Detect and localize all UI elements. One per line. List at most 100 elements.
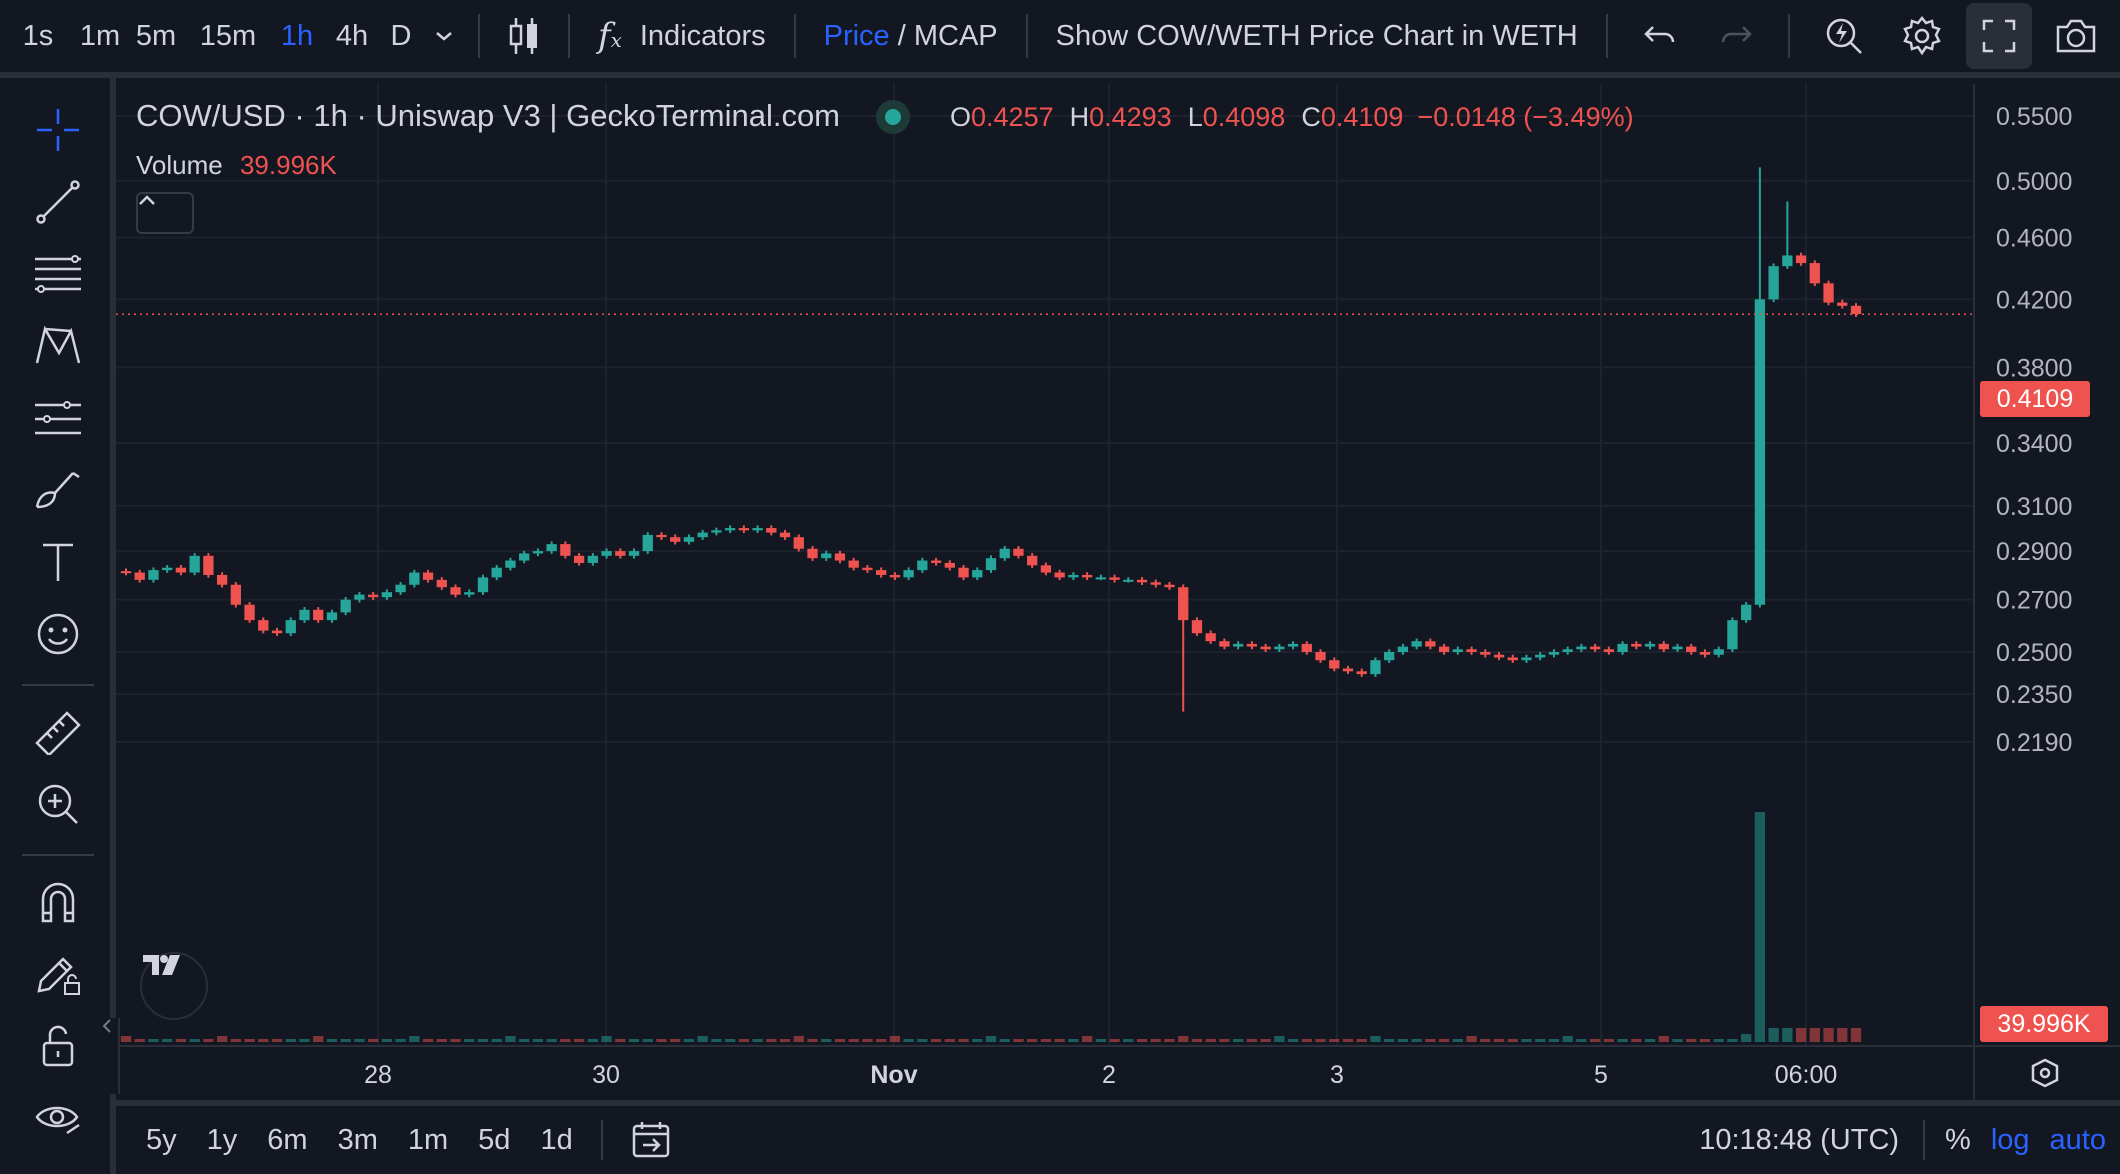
mcap-option[interactable]: MCAP — [913, 19, 998, 52]
zoom-in-icon[interactable] — [28, 774, 88, 834]
volume-bar — [505, 1036, 516, 1042]
volume-bar — [409, 1036, 420, 1042]
auto-scale-toggle[interactable]: auto — [2049, 1123, 2106, 1156]
candle-body — [1411, 641, 1422, 647]
interval-D[interactable]: D — [390, 19, 412, 52]
chart-canvas[interactable]: 0.5500 0.5000 0.4600 0.4200 0.3800 0.3400 0.31… — [116, 84, 2120, 1100]
candle-body — [1795, 255, 1807, 264]
volume-bar — [972, 1039, 983, 1042]
screenshot-camera-icon[interactable] — [2038, 0, 2114, 75]
candle-body — [162, 567, 173, 571]
candle-body — [656, 534, 667, 538]
goto-date-calendar-icon[interactable] — [631, 1120, 671, 1160]
tradingview-logo-icon[interactable] — [140, 952, 208, 1020]
indicators-button[interactable]: fx Indicators — [584, 0, 780, 75]
volume-bar — [1548, 1039, 1560, 1042]
interval-1m[interactable]: 1m — [79, 19, 121, 52]
axis-settings-icon[interactable] — [2030, 1058, 2066, 1094]
price-mcap-toggle[interactable]: Price / MCAP — [810, 0, 1012, 75]
volume-bar — [134, 1039, 145, 1042]
function-fx-icon: fx — [598, 16, 622, 56]
candle-body — [1823, 283, 1834, 303]
candle-body — [738, 528, 750, 531]
utc-clock[interactable]: 10:18:48 (UTC) — [1699, 1123, 1900, 1156]
candle-body — [834, 553, 846, 561]
candlestick-chart-type-icon[interactable] — [494, 0, 554, 75]
price-axis-label: 0.2500 — [1996, 639, 2072, 667]
volume-bar — [299, 1039, 310, 1042]
candle-body — [505, 560, 516, 568]
symbol-title[interactable]: COW/USD · 1h · Uniswap V3 | GeckoTermina… — [136, 98, 841, 133]
price-option[interactable]: Price — [823, 19, 890, 52]
volume-bar — [1384, 1039, 1395, 1042]
candle-body — [1452, 649, 1463, 652]
candle-body — [1754, 299, 1766, 605]
volume-bar — [313, 1036, 324, 1042]
settings-gear-icon[interactable] — [1884, 0, 1960, 75]
volume-bar — [189, 1039, 200, 1042]
fib-retracement-icon[interactable] — [28, 244, 88, 304]
candle-body — [532, 551, 544, 554]
volume-bar — [1054, 1039, 1065, 1042]
interval-1s[interactable]: 1s — [22, 19, 54, 52]
redo-icon[interactable] — [1698, 0, 1774, 75]
trend-line-icon[interactable] — [28, 172, 88, 232]
volume-bar — [1795, 1028, 1807, 1042]
percent-scale-toggle[interactable]: % — [1945, 1123, 1971, 1156]
range-1m[interactable]: 1m — [407, 1123, 449, 1156]
candle-body — [120, 571, 132, 574]
price-chart[interactable]: 0.5500 0.5000 0.4600 0.4200 0.3800 0.3400 0.31… — [102, 84, 2120, 1100]
candle-body — [1356, 671, 1367, 675]
volume-bar — [1027, 1039, 1038, 1042]
collapse-legend-button[interactable] — [136, 192, 194, 234]
hide-toolbar-arrow-icon[interactable] — [102, 1018, 120, 1094]
time-axis-label: 3 — [1330, 1061, 1344, 1089]
candle-body — [271, 630, 283, 634]
quick-search-lightning-icon[interactable] — [1804, 0, 1884, 75]
lock-drawing-pencil-icon[interactable] — [28, 944, 88, 1004]
volume-bar — [1301, 1039, 1312, 1042]
candle-body — [848, 560, 859, 568]
toolbar-divider — [568, 14, 570, 58]
close-label: C — [1301, 102, 1321, 132]
range-3m[interactable]: 3m — [337, 1123, 378, 1156]
range-6m[interactable]: 6m — [267, 1123, 308, 1156]
range-1y[interactable]: 1y — [206, 1123, 238, 1156]
undo-icon[interactable] — [1622, 0, 1698, 75]
interval-1h[interactable]: 1h — [280, 19, 314, 52]
volume-bar — [985, 1036, 997, 1042]
candle-body — [1576, 646, 1587, 650]
volume-bar — [1521, 1039, 1532, 1042]
brush-icon[interactable] — [28, 460, 88, 520]
interval-dropdown-chevron-icon[interactable] — [424, 0, 464, 75]
candle-body — [862, 567, 873, 571]
candle-body — [450, 587, 461, 595]
interval-4h[interactable]: 4h — [335, 19, 369, 52]
volume-badge: 39.996K — [1980, 1006, 2108, 1042]
interval-15m[interactable]: 15m — [199, 19, 257, 52]
log-scale-toggle[interactable]: log — [1990, 1123, 2030, 1156]
show-weth-chart-button[interactable]: Show COW/WETH Price Chart in WETH — [1042, 0, 1592, 75]
pattern-tool-icon[interactable] — [28, 316, 88, 376]
ruler-measure-icon[interactable] — [28, 702, 88, 762]
range-5y[interactable]: 5y — [146, 1123, 177, 1156]
forecasting-tool-icon[interactable] — [28, 388, 88, 448]
candle-body — [1631, 643, 1642, 647]
range-1d[interactable]: 1d — [540, 1123, 573, 1156]
crosshair-cursor-icon[interactable] — [28, 100, 88, 160]
volume-bar — [1672, 1039, 1683, 1042]
text-tool-icon[interactable] — [28, 532, 88, 592]
hide-drawings-eye-icon[interactable] — [28, 1088, 88, 1148]
magnet-icon[interactable] — [28, 872, 88, 932]
time-axis-label: Nov — [870, 1061, 917, 1089]
candle-body — [711, 530, 722, 533]
candle-body — [1342, 668, 1354, 672]
range-5d[interactable]: 5d — [478, 1123, 511, 1156]
lock-icon[interactable] — [28, 1016, 88, 1076]
ohlc-values: O0.4257 H0.4293 L0.4098 C0.4109 −0.0148 (−3.… — [950, 102, 1634, 133]
interval-5m[interactable]: 5m — [135, 19, 177, 52]
candle-body — [1425, 641, 1436, 647]
fullscreen-icon[interactable] — [1965, 3, 2032, 69]
emoji-smiley-icon[interactable] — [28, 604, 88, 664]
price-axis-label: 0.5500 — [1996, 103, 2072, 131]
